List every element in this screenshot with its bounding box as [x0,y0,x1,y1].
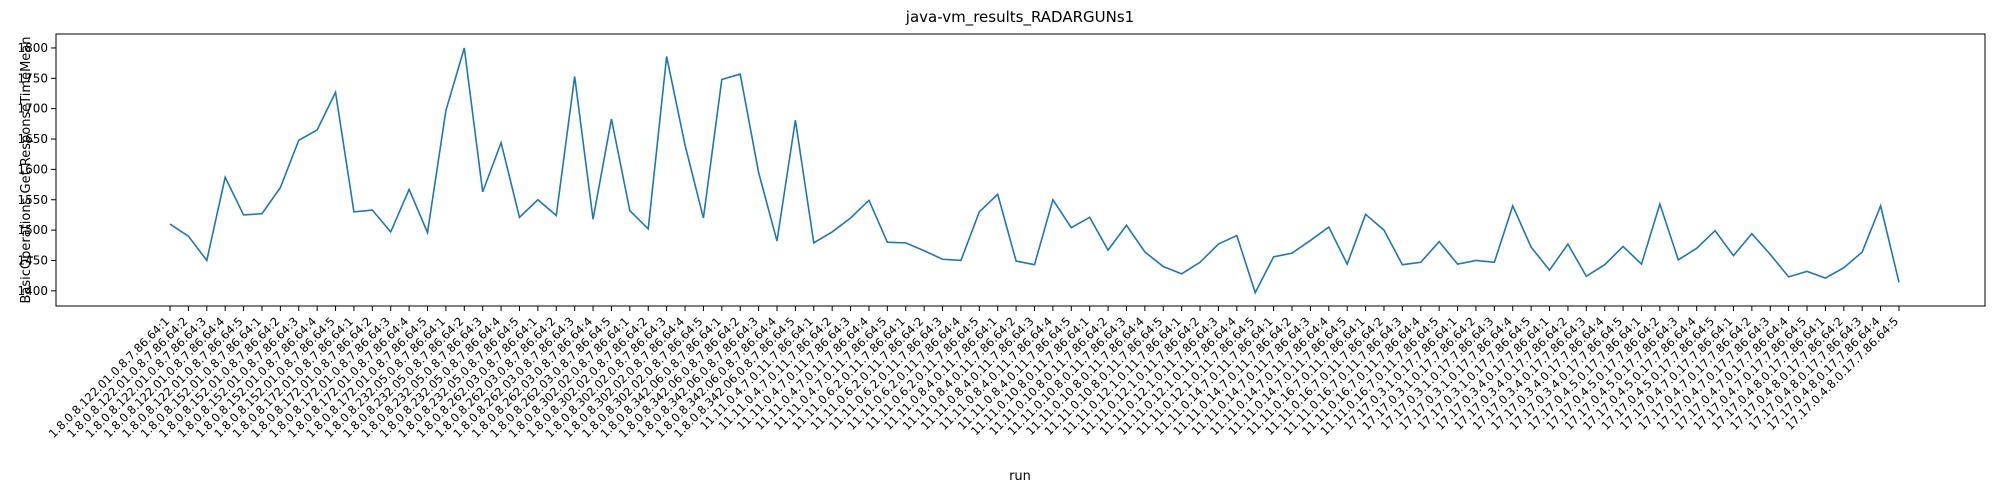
y-tick-label: 1600 [17,162,48,176]
x-axis-label: run [1009,469,1031,484]
line-series [169,47,1900,295]
y-tick-label: 1800 [17,41,48,55]
y-tick-label: 1700 [17,102,48,116]
plot-frame [55,33,1986,307]
y-tick-label: 1550 [17,193,48,207]
y-tick-label: 1650 [17,132,48,146]
chart-title: java-vm_results_RADARGUNs1 [905,8,1134,27]
y-tick-label: 1750 [17,71,48,85]
y-tick-label: 1450 [17,253,48,267]
y-tick-label: 1500 [17,223,48,237]
y-tick-label: 1400 [17,284,48,298]
y-axis-label: BasicOperations.Get.ResponseTimeMean [19,37,34,304]
